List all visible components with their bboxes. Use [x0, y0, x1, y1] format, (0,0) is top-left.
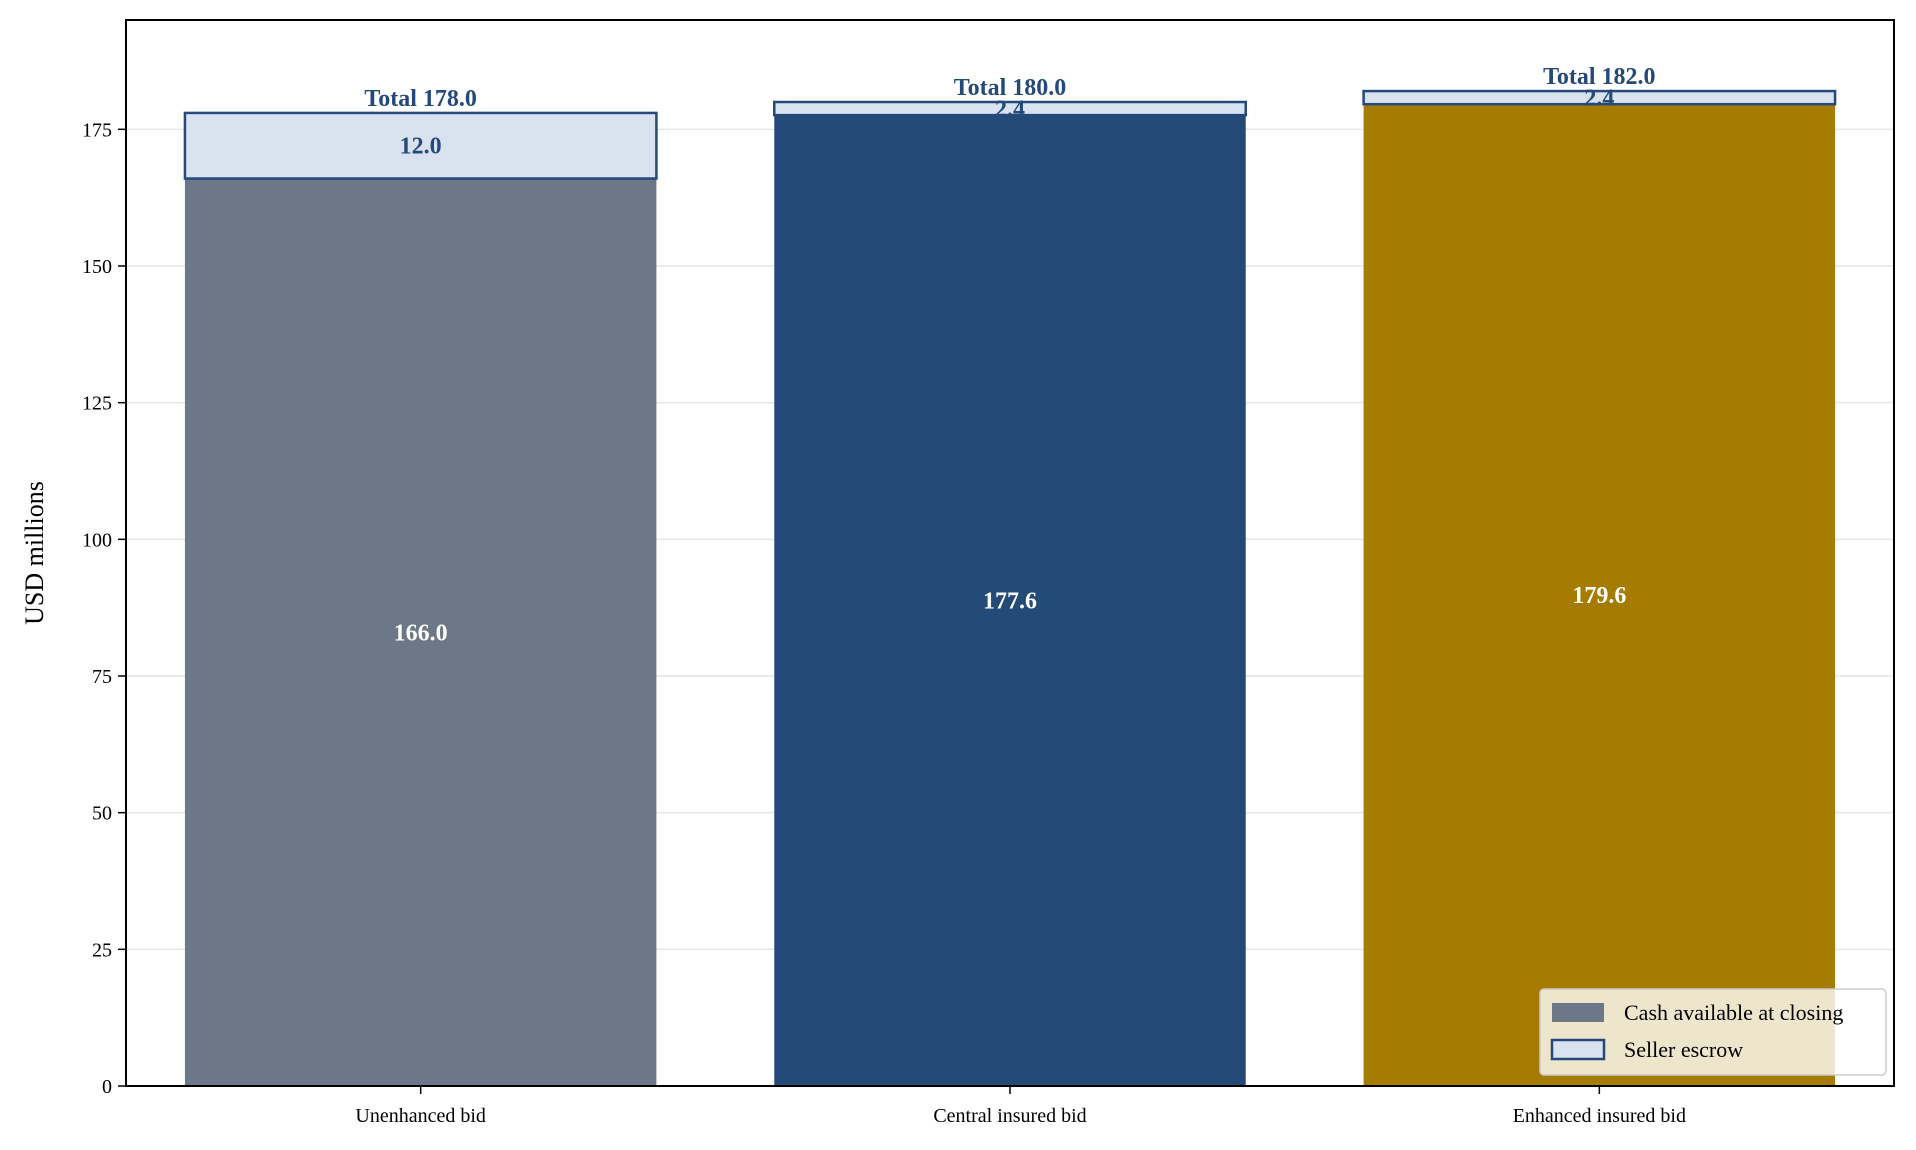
- bar-cash-2: [1363, 104, 1836, 1087]
- total-label: Total 178.0: [364, 86, 476, 112]
- y-tick-label: 0: [102, 1076, 112, 1098]
- y-axis-label: USD millions: [20, 481, 49, 625]
- bar-escrow-2: [1362, 89, 1837, 106]
- y-axis: 0 25 50 75 100 125 150 175: [82, 119, 126, 1098]
- legend-label: Seller escrow: [1624, 1037, 1743, 1062]
- y-tick-label: 50: [92, 803, 112, 825]
- y-tick-label: 150: [82, 256, 112, 278]
- legend-swatch-1: [1550, 1038, 1606, 1061]
- legend-swatch-0: [1552, 1003, 1604, 1022]
- bar-escrow-0: [183, 111, 658, 180]
- x-tick-label: Central insured bid: [933, 1105, 1086, 1127]
- bar-escrow-1: [773, 100, 1247, 117]
- x-tick-label: Enhanced insured bid: [1513, 1105, 1686, 1127]
- x-tick-label: Unenhanced bid: [355, 1105, 486, 1127]
- bars-group: [183, 89, 1837, 1087]
- escrow-value-label: 2.4: [1584, 86, 1614, 112]
- bar-cash-0: [184, 178, 657, 1087]
- bar-cash-1: [774, 115, 1246, 1087]
- cash-value-label: 177.6: [983, 589, 1037, 615]
- legend-label: Cash available at closing: [1624, 1000, 1843, 1025]
- y-tick-label: 175: [82, 119, 112, 141]
- x-axis: Unenhanced bid Central insured bid Enhance…: [355, 1086, 1686, 1127]
- y-tick-label: 25: [92, 939, 112, 961]
- y-tick-label: 75: [92, 666, 112, 688]
- escrow-value-label: 12.0: [400, 134, 442, 160]
- total-label: Total 180.0: [954, 75, 1066, 101]
- escrow-value-label: 2.4: [995, 97, 1025, 123]
- y-tick-label: 100: [82, 529, 112, 551]
- y-tick-label: 125: [82, 393, 112, 415]
- legend-box: [1539, 988, 1887, 1076]
- total-label: Total 182.0: [1543, 64, 1655, 90]
- cash-value-label: 166.0: [394, 620, 448, 646]
- legend: Cash available at closing Seller escrow: [1539, 988, 1887, 1076]
- cash-value-label: 179.6: [1572, 583, 1626, 609]
